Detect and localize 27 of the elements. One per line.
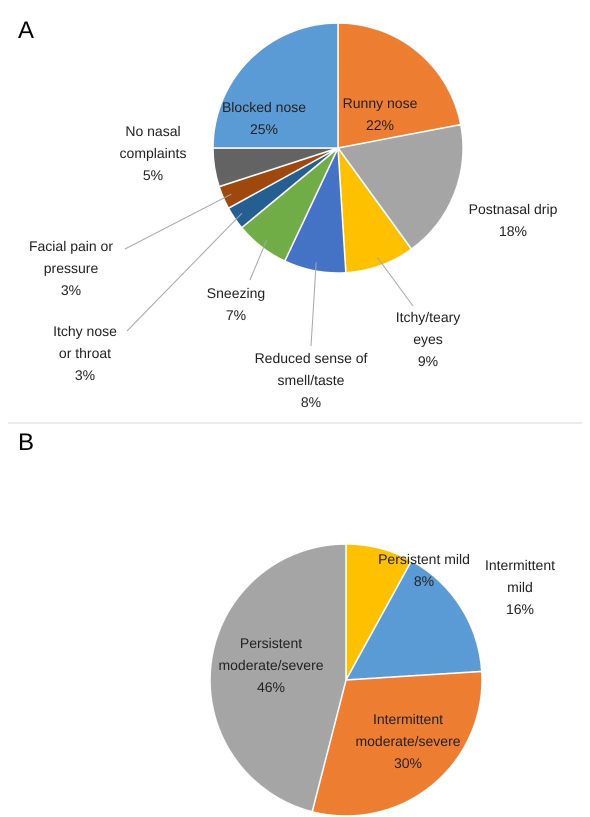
data-label: 8% [300,394,322,410]
data-label: 25% [250,121,278,137]
data-label: 16% [506,601,534,617]
chart-title: B [18,429,34,456]
slice-label: Intermittent mild [484,557,556,595]
slice-label: Itchy/teary eyes [396,309,460,347]
data-label: 22% [366,117,394,133]
slice-label: Blocked nose [222,99,306,115]
data-label: 3% [60,282,82,298]
slice-label: Reduced sense of smell/taste [254,350,368,388]
slice-label: Runny nose [342,95,418,111]
data-label: 5% [142,167,164,183]
data-label: 46% [256,679,286,695]
slice-label: Persistent moderate/severe [218,635,324,673]
data-label: 18% [498,223,528,239]
slice-label: Itchy nose or throat [53,323,118,361]
data-label: 3% [74,367,96,383]
slice-label: Intermittent moderate/severe [355,711,461,749]
slice-label: Postnasal drip [468,201,558,217]
data-label: 30% [394,755,422,771]
chart-title: A [18,17,34,44]
data-label: 9% [418,353,438,369]
data-label: 8% [414,573,434,589]
slice-label: No nasal complaints [120,123,186,161]
slice-label: Sneezing [206,285,266,301]
data-label: 7% [226,307,246,323]
slice-label: Facial pain or pressure [28,238,114,276]
